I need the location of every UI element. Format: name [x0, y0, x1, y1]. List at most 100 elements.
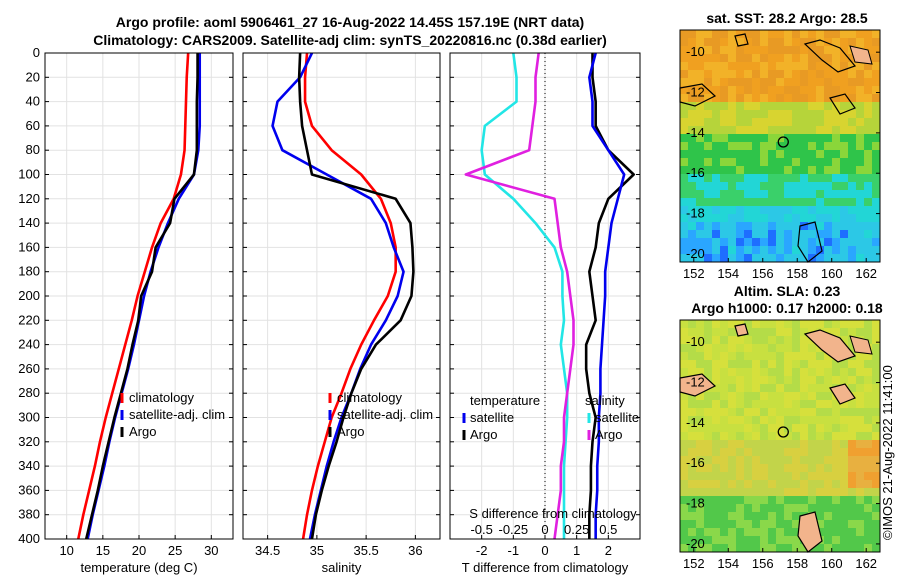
map-cell — [864, 528, 872, 536]
map-cell — [816, 376, 824, 384]
map-cell — [704, 182, 712, 190]
map-cell — [752, 368, 760, 376]
y-tick-label: 220 — [18, 312, 40, 327]
map-cell — [712, 174, 720, 182]
map-cell — [768, 488, 776, 496]
map-cell — [824, 54, 832, 62]
map-cell — [712, 150, 720, 158]
map-cell — [704, 472, 712, 480]
map-cell — [696, 488, 704, 496]
map-cell — [704, 246, 712, 254]
map-cell — [792, 126, 800, 134]
map-cell — [760, 544, 768, 552]
map-cell — [728, 126, 736, 134]
series-line — [301, 52, 397, 540]
map-cell — [856, 464, 864, 472]
map-cell — [800, 464, 808, 472]
map-cell — [776, 472, 784, 480]
map-cell — [848, 512, 856, 520]
map-cell — [832, 448, 840, 456]
map-cell — [720, 222, 728, 230]
secondary-tick-label: 0.25 — [564, 522, 589, 537]
map-cell — [712, 182, 720, 190]
map-cell — [840, 30, 848, 38]
difference-panel: -2 -1 0 1 2T difference from climatologytemp… — [449, 52, 641, 575]
map-cell — [720, 512, 728, 520]
map-cell — [720, 174, 728, 182]
map-cell — [816, 214, 824, 222]
map-cell — [848, 384, 856, 392]
map-cell — [832, 544, 840, 552]
x-tick-label: 35 — [310, 543, 324, 558]
map-cell — [744, 94, 752, 102]
map-cell — [728, 94, 736, 102]
map-cell — [720, 440, 728, 448]
map-cell — [832, 400, 840, 408]
map-cell — [872, 504, 880, 512]
map-cell — [712, 254, 720, 262]
map-cell — [736, 424, 744, 432]
map-cell — [752, 496, 760, 504]
map-cell — [808, 126, 816, 134]
map-cell — [800, 504, 808, 512]
map-cell — [792, 472, 800, 480]
map-cell — [744, 384, 752, 392]
map-frame — [679, 29, 881, 263]
map-cell — [752, 504, 760, 512]
map-cell — [800, 214, 808, 222]
map-cell — [816, 544, 824, 552]
y-tick-label: 360 — [18, 482, 40, 497]
map-cell — [848, 504, 856, 512]
map-cell — [744, 126, 752, 134]
map-cell — [752, 62, 760, 70]
map-cell — [688, 78, 696, 86]
map-cell — [808, 174, 816, 182]
map-cell — [704, 134, 712, 142]
map-cell — [712, 206, 720, 214]
map-cell — [712, 320, 720, 328]
map-cell — [792, 150, 800, 158]
map-cell — [856, 400, 864, 408]
map-cell — [704, 190, 712, 198]
map-cell — [736, 86, 744, 94]
map-cell — [720, 142, 728, 150]
map-cell — [792, 368, 800, 376]
map-cell — [808, 54, 816, 62]
map-cell — [704, 336, 712, 344]
map-cell — [792, 38, 800, 46]
map-cell — [816, 464, 824, 472]
map-x-tick-label: 152 — [683, 266, 705, 281]
map-cell — [680, 512, 688, 520]
map-cell — [712, 400, 720, 408]
map-cell — [696, 102, 704, 110]
map-cell — [840, 214, 848, 222]
map-cell — [848, 198, 856, 206]
map-cell — [776, 464, 784, 472]
map-cell — [680, 528, 688, 536]
map-cell — [744, 456, 752, 464]
map-cell — [704, 496, 712, 504]
map-cell — [728, 384, 736, 392]
map-cell — [792, 456, 800, 464]
map-cell — [728, 504, 736, 512]
map-cell — [688, 360, 696, 368]
map-cell — [696, 94, 704, 102]
map-cell — [680, 206, 688, 214]
map-cell — [728, 118, 736, 126]
map-cell — [800, 246, 808, 254]
map-cell — [752, 432, 760, 440]
map-cell — [800, 480, 808, 488]
map-cell — [792, 118, 800, 126]
map-cell — [736, 336, 744, 344]
map-cell — [736, 488, 744, 496]
map-cell — [816, 368, 824, 376]
map-cell — [736, 206, 744, 214]
map-cell — [688, 512, 696, 520]
map-cell — [696, 166, 704, 174]
map-cell — [712, 464, 720, 472]
map-cell — [800, 360, 808, 368]
map-cell — [728, 62, 736, 70]
map-cell — [760, 118, 768, 126]
map-cell — [720, 392, 728, 400]
y-tick-label: 160 — [18, 239, 40, 254]
